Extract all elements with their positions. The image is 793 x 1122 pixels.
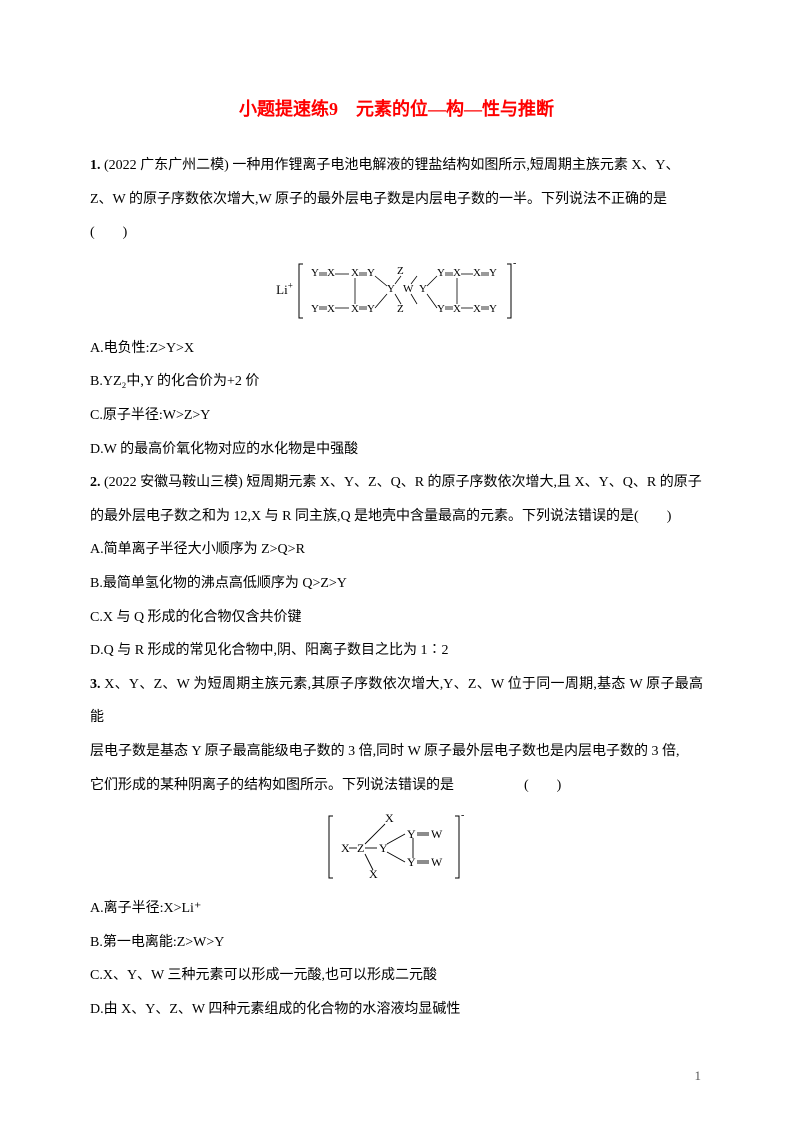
q2-opt-c: C.X 与 Q 形成的化合物仅含共价键 bbox=[90, 601, 703, 635]
q3-num: 3. bbox=[90, 677, 101, 692]
q2-stem-line2: 的最外层电子数之和为 12,X 与 R 同主族,Q 是地壳中含量最高的元素。下列… bbox=[90, 500, 703, 534]
svg-text:Y: Y bbox=[437, 303, 445, 315]
svg-text:X: X bbox=[327, 303, 335, 315]
q2-stem-line1: 2. (2022 安徽马鞍山三模) 短周期元素 X、Y、Z、Q、R 的原子序数依… bbox=[90, 466, 703, 500]
q2-opt-b: B.最简单氢化物的沸点高低顺序为 Q>Z>Y bbox=[90, 567, 703, 601]
svg-text:X: X bbox=[369, 867, 378, 881]
q1-opt-a: A.电负性:Z>Y>X bbox=[90, 332, 703, 366]
svg-text:Z: Z bbox=[397, 303, 404, 315]
q1-figure: Li+ YX YX XY XY Y Z W Z Y YX YX XY bbox=[90, 256, 703, 326]
q2-stem-1: 短周期元素 X、Y、Z、Q、R 的原子序数依次增大,且 X、Y、Q、R 的原子 bbox=[246, 475, 701, 490]
svg-text:X: X bbox=[453, 267, 461, 279]
svg-text:Y: Y bbox=[419, 283, 427, 295]
svg-text:W: W bbox=[403, 283, 414, 295]
svg-text:W: W bbox=[431, 855, 443, 869]
svg-text:Y: Y bbox=[489, 267, 497, 279]
q3-opt-a: A.离子半径:X>Li⁺ bbox=[90, 892, 703, 926]
svg-text:W: W bbox=[431, 827, 443, 841]
q2-source: (2022 安徽马鞍山三模) bbox=[104, 475, 243, 490]
svg-text:Y: Y bbox=[489, 303, 497, 315]
q1-opt-c: C.原子半径:W>Z>Y bbox=[90, 399, 703, 433]
q1-structure-svg: YX YX XY XY Y Z W Z Y YX YX XY XY bbox=[297, 256, 517, 326]
svg-text:Y: Y bbox=[387, 283, 395, 295]
q3-stem-line1: 3. X、Y、Z、W 为短周期主族元素,其原子序数依次增大,Y、Z、W 位于同一… bbox=[90, 668, 703, 735]
page-number: 1 bbox=[695, 1068, 702, 1084]
q3-opt-d: D.由 X、Y、Z、W 四种元素组成的化合物的水溶液均显碱性 bbox=[90, 993, 703, 1027]
svg-text:X: X bbox=[327, 267, 335, 279]
q1-stem-line2: Z、W 的原子序数依次增大,W 原子的最外层电子数是内层电子数的一半。下列说法不… bbox=[90, 183, 703, 217]
q1-fig-prefix: Li+ bbox=[276, 282, 293, 297]
svg-text:Y: Y bbox=[367, 303, 375, 315]
svg-text:X: X bbox=[351, 267, 359, 279]
q2-opt-a: A.简单离子半径大小顺序为 Z>Q>R bbox=[90, 533, 703, 567]
q1-opt-b: B.YZ₂中,Y 的化合价为+2 价 bbox=[90, 365, 703, 399]
svg-text:X: X bbox=[385, 811, 394, 825]
svg-text:X: X bbox=[341, 841, 350, 855]
svg-text:Y: Y bbox=[311, 303, 319, 315]
q1-stem-1: 一种用作锂离子电池电解液的锂盐结构如图所示,短周期主族元素 X、Y、 bbox=[232, 158, 679, 173]
q2-opt-d: D.Q 与 R 形成的常见化合物中,阴、阳离子数目之比为 1∶2 bbox=[90, 634, 703, 668]
q1-opt-d: D.W 的最高价氧化物对应的水化物是中强酸 bbox=[90, 433, 703, 467]
q1-source: (2022 广东广州二模) bbox=[104, 158, 229, 173]
svg-text:Y: Y bbox=[437, 267, 445, 279]
q1-stem-line1: 1. (2022 广东广州二模) 一种用作锂离子电池电解液的锂盐结构如图所示,短… bbox=[90, 149, 703, 183]
q1-stem-line3: ( ) bbox=[90, 216, 703, 250]
q3-figure: X X Z Y Y Y W W X - bbox=[90, 808, 703, 886]
svg-text:X: X bbox=[351, 303, 359, 315]
svg-text:-: - bbox=[513, 258, 516, 269]
q3-opt-c: C.X、Y、W 三种元素可以形成一元酸,也可以形成二元酸 bbox=[90, 959, 703, 993]
svg-text:Z: Z bbox=[397, 265, 404, 277]
svg-text:Y: Y bbox=[407, 827, 416, 841]
q3-opt-b: B.第一电离能:Z>W>Y bbox=[90, 926, 703, 960]
q3-stem-line3: 它们形成的某种阴离子的结构如图所示。下列说法错误的是 ( ) bbox=[90, 769, 703, 803]
svg-text:X: X bbox=[473, 267, 481, 279]
q3-structure-svg: X X Z Y Y Y W W X - bbox=[327, 808, 467, 886]
svg-text:Z: Z bbox=[357, 841, 364, 855]
svg-text:-: - bbox=[461, 810, 464, 821]
page-title: 小题提速练9 元素的位—构—性与推断 bbox=[90, 95, 703, 121]
svg-text:Y: Y bbox=[367, 267, 375, 279]
q3-stem-1: X、Y、Z、W 为短周期主族元素,其原子序数依次增大,Y、Z、W 位于同一周期,… bbox=[90, 677, 703, 726]
svg-text:Y: Y bbox=[311, 267, 319, 279]
svg-text:Y: Y bbox=[407, 855, 416, 869]
svg-text:X: X bbox=[453, 303, 461, 315]
q3-stem-line2: 层电子数是基态 Y 原子最高能级电子数的 3 倍,同时 W 原子最外层电子数也是… bbox=[90, 735, 703, 769]
svg-text:Y: Y bbox=[379, 841, 388, 855]
q1-num: 1. bbox=[90, 158, 101, 173]
q2-num: 2. bbox=[90, 475, 101, 490]
svg-text:X: X bbox=[473, 303, 481, 315]
